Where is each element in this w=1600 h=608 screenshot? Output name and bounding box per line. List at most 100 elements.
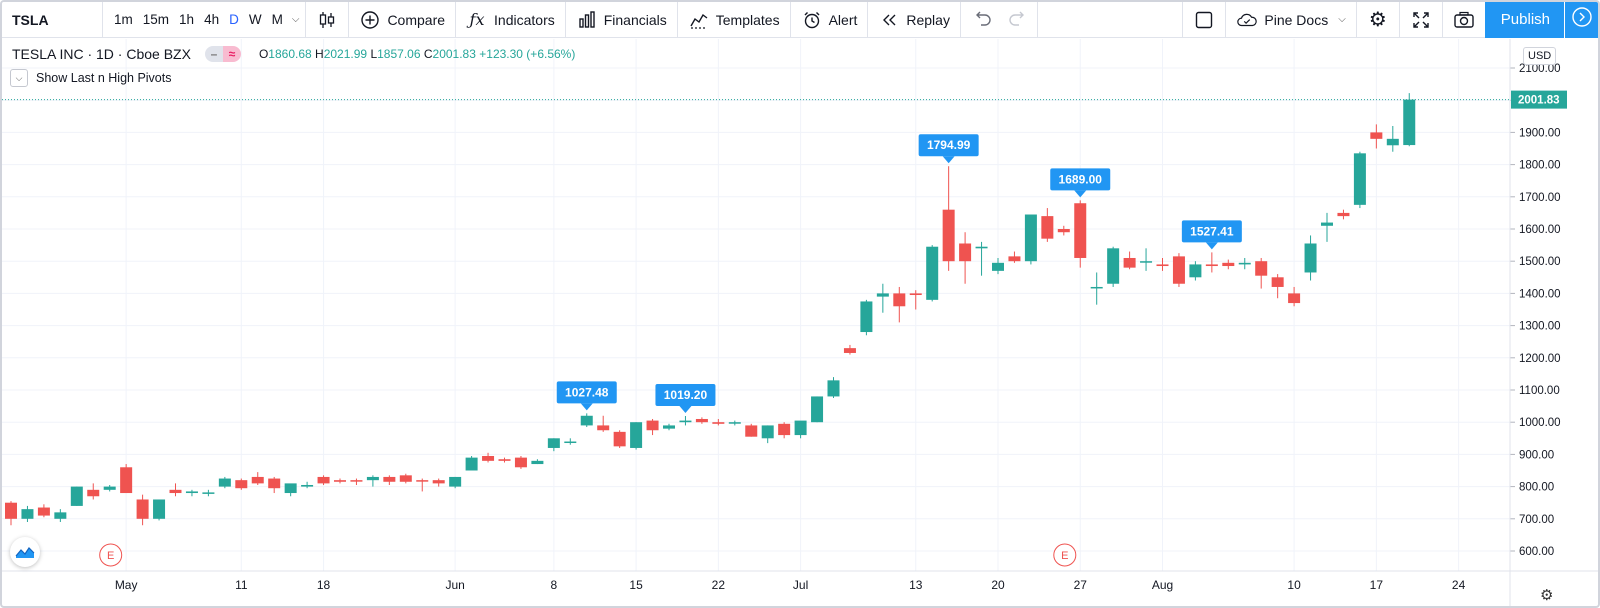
candle-up — [992, 262, 1004, 271]
compare-button[interactable]: Compare — [349, 2, 455, 38]
candle-down — [646, 420, 659, 431]
redo-button[interactable] — [1001, 2, 1037, 38]
financials-button[interactable]: Financials — [566, 2, 677, 38]
candle-down — [745, 425, 758, 437]
publish-menu-button[interactable] — [1564, 2, 1598, 38]
toolbar-divider — [305, 2, 307, 38]
alarm-clock-icon — [801, 9, 823, 31]
pivot-label-text: 1027.48 — [565, 385, 609, 399]
interval-4h[interactable]: 4h — [204, 12, 220, 27]
price-tick-label: 1900.00 — [1519, 127, 1561, 139]
candle-down — [597, 425, 610, 431]
candle-up — [876, 293, 889, 297]
chart-type-button[interactable] — [306, 2, 348, 38]
fullscreen-button[interactable] — [1400, 2, 1442, 38]
pivot-label-arrow — [942, 156, 955, 164]
candle-up — [284, 483, 297, 494]
candle-down — [399, 475, 412, 482]
collapse-legend-button[interactable]: ⌵ — [10, 69, 28, 87]
pivot-label-text: 1689.00 — [1059, 172, 1103, 186]
earnings-marker[interactable] — [1053, 543, 1077, 567]
indicator-name[interactable]: Show Last n High Pivots — [36, 71, 172, 85]
candle-down — [1271, 277, 1284, 287]
layout-button[interactable] — [1183, 2, 1225, 38]
price-tick-label: 1600.00 — [1519, 224, 1561, 236]
candle-down — [1172, 256, 1185, 284]
candle-down — [514, 457, 527, 468]
candle-down — [169, 489, 182, 494]
replay-button[interactable]: Replay — [868, 2, 960, 38]
play-icon — [1571, 6, 1593, 33]
time-tick-label: 10 — [1287, 578, 1301, 592]
interval-1m[interactable]: 1m — [114, 12, 133, 27]
indicators-button[interactable]: ƒx Indicators — [456, 2, 565, 38]
candle-down — [1057, 229, 1070, 233]
candle-up — [1353, 153, 1366, 205]
price-tick-label: 700.00 — [1519, 514, 1554, 526]
templates-button[interactable]: Templates — [678, 2, 790, 38]
time-tick-label: 24 — [1452, 578, 1466, 592]
settings-button[interactable]: ⚙ — [1357, 2, 1399, 38]
earnings-marker[interactable] — [99, 543, 123, 567]
interval-w[interactable]: W — [248, 12, 262, 27]
interval-m[interactable]: M — [271, 12, 283, 27]
time-tick-label: 27 — [1074, 578, 1088, 592]
candle-down — [1041, 216, 1054, 239]
interval-15m[interactable]: 15m — [142, 12, 170, 27]
candle-down — [1288, 293, 1301, 304]
candle-down — [482, 456, 495, 461]
candle-up — [185, 491, 198, 494]
time-tick-label: 13 — [909, 578, 923, 592]
publish-button[interactable]: Publish — [1484, 2, 1564, 38]
time-tick-label: 17 — [1370, 578, 1384, 592]
price-tick-label: 1000.00 — [1519, 417, 1561, 429]
function-icon: ƒx — [469, 10, 485, 29]
price-tick-label: 1800.00 — [1519, 160, 1561, 172]
snapshot-button[interactable] — [1443, 2, 1485, 38]
price-tick-label: 800.00 — [1519, 482, 1554, 494]
candle-up — [301, 484, 314, 487]
candle-down — [334, 480, 346, 482]
price-tick-label: 900.00 — [1519, 449, 1554, 461]
series-title: TESLA INC · 1D · Cboe BZX — [12, 46, 191, 62]
candle-up — [1140, 261, 1153, 263]
last-price-label: 2001.83 — [1518, 95, 1560, 107]
candle-up — [54, 512, 67, 519]
price-tick-label: 1300.00 — [1519, 321, 1561, 333]
candle-up — [860, 301, 873, 333]
candle-up — [794, 420, 807, 436]
time-tick-label: 18 — [317, 578, 331, 592]
candle-up — [975, 246, 988, 249]
compare-label: Compare — [387, 11, 446, 28]
toolbar-divider — [959, 2, 961, 38]
scale-settings-gear-icon[interactable]: ⚙ — [1540, 587, 1554, 604]
price-chart[interactable]: 600.00 700.00 800.00 900.00 1000.00 1100.00 12… — [2, 39, 1598, 608]
candle-up — [564, 441, 577, 444]
interval-d[interactable]: D — [229, 12, 239, 27]
interval-1h[interactable]: 1h — [179, 12, 195, 27]
pivot-label-box — [918, 134, 979, 157]
time-tick-label: May — [115, 578, 138, 592]
candle-down — [251, 476, 264, 484]
pivot-label-box — [556, 381, 617, 404]
toolbar-divider — [564, 2, 566, 38]
undo-button[interactable] — [961, 2, 1001, 38]
candle-up — [531, 460, 544, 465]
alert-button[interactable]: Alert — [791, 2, 868, 38]
candle-up — [679, 420, 692, 423]
symbol-search-button[interactable]: TSLA — [2, 2, 102, 38]
bar-chart-icon — [576, 9, 598, 31]
pivot-label-box — [1050, 168, 1111, 191]
candle-down — [778, 423, 791, 436]
candle-up — [827, 380, 840, 397]
pine-docs-button[interactable]: Pine Docs ⌵ — [1226, 2, 1355, 38]
candle-up — [811, 396, 824, 423]
candle-down — [959, 243, 972, 262]
price-tick-label: 1700.00 — [1519, 192, 1561, 204]
toolbar-divider — [1225, 2, 1227, 38]
logo-icon — [15, 547, 35, 558]
currency-button[interactable]: USD — [1523, 47, 1557, 65]
tradingview-logo[interactable] — [10, 537, 40, 567]
interval-chevron-down-icon[interactable]: ⌵ — [291, 14, 300, 25]
series-status-pill[interactable]: – ≈ — [204, 46, 241, 62]
